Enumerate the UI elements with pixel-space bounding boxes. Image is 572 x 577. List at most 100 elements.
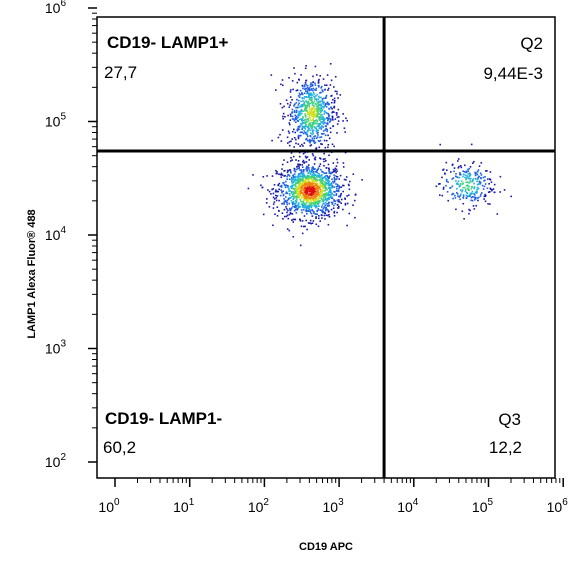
scatter-point	[298, 202, 300, 204]
scatter-point	[301, 164, 303, 166]
scatter-point	[317, 176, 319, 178]
scatter-point	[287, 142, 289, 144]
scatter-point	[307, 167, 309, 170]
scatter-point	[336, 158, 338, 161]
scatter-point	[315, 108, 318, 110]
scatter-point	[324, 176, 326, 178]
scatter-point	[309, 141, 311, 144]
scatter-point	[294, 196, 296, 198]
scatter-point	[336, 178, 338, 180]
scatter-point	[310, 114, 313, 116]
scatter-point	[291, 180, 293, 183]
scatter-point	[332, 207, 335, 209]
scatter-point	[291, 207, 293, 209]
scatter-point	[332, 181, 335, 184]
scatter-point	[312, 184, 314, 186]
scatter-point	[318, 78, 320, 81]
scatter-point	[334, 191, 336, 193]
scatter-point	[294, 175, 297, 178]
scatter-point	[322, 171, 324, 173]
scatter-point	[292, 194, 295, 197]
scatter-point	[347, 194, 350, 196]
scatter-point	[300, 203, 303, 206]
scatter-point	[309, 222, 311, 224]
scatter-point	[296, 181, 299, 183]
scatter-point	[292, 191, 294, 193]
quadrant-top-right-name: Q2	[520, 34, 543, 53]
scatter-point	[325, 206, 327, 209]
scatter-point	[309, 173, 312, 175]
scatter-point	[290, 160, 292, 162]
scatter-point	[309, 123, 312, 125]
scatter-point	[294, 218, 297, 221]
scatter-point	[317, 200, 320, 202]
scatter-point	[441, 194, 444, 197]
scatter-point	[461, 210, 464, 213]
scatter-point	[467, 173, 469, 175]
scatter-point	[273, 201, 276, 203]
scatter-point	[303, 170, 305, 172]
scatter-point	[320, 108, 323, 110]
scatter-point	[306, 205, 309, 208]
scatter-point	[489, 191, 491, 193]
scatter-point	[286, 136, 289, 139]
scatter-point	[471, 185, 473, 188]
scatter-point	[301, 186, 304, 188]
scatter-point	[297, 106, 299, 109]
scatter-point	[283, 175, 285, 177]
scatter-point	[308, 195, 310, 197]
scatter-point	[319, 112, 322, 114]
scatter-point	[310, 82, 312, 84]
scatter-point	[344, 131, 346, 133]
scatter-point	[304, 203, 307, 205]
scatter-point	[336, 211, 338, 214]
scatter-point	[307, 210, 310, 212]
scatter-point	[321, 206, 323, 208]
scatter-point	[309, 122, 311, 124]
scatter-point	[313, 210, 315, 213]
scatter-point	[303, 169, 305, 171]
scatter-point	[462, 202, 465, 205]
scatter-point	[338, 201, 341, 203]
scatter-point	[298, 128, 301, 131]
scatter-point	[296, 208, 299, 210]
scatter-point	[322, 189, 325, 192]
scatter-point	[288, 202, 291, 205]
scatter-point	[299, 218, 301, 221]
scatter-point	[316, 188, 318, 191]
scatter-point	[335, 165, 338, 167]
scatter-point	[314, 114, 316, 116]
scatter-point	[319, 118, 322, 120]
scatter-point	[314, 89, 316, 91]
scatter-point	[305, 206, 308, 209]
scatter-point	[316, 136, 319, 138]
scatter-point	[308, 98, 311, 100]
scatter-point	[292, 218, 295, 221]
scatter-point	[327, 180, 329, 182]
scatter-point	[328, 189, 331, 192]
scatter-point	[314, 109, 317, 111]
scatter-point	[296, 81, 299, 84]
scatter-point	[333, 86, 335, 88]
scatter-point	[340, 186, 342, 188]
scatter-point	[325, 167, 328, 169]
scatter-point	[342, 190, 344, 193]
scatter-point	[286, 175, 288, 178]
scatter-point	[298, 179, 300, 182]
quadrant-bottom-right-value: 12,2	[489, 438, 522, 457]
scatter-point	[299, 175, 302, 177]
scatter-point	[294, 171, 297, 173]
scatter-point	[317, 108, 319, 111]
scatter-point	[460, 166, 463, 169]
scatter-point	[304, 85, 306, 88]
scatter-point	[309, 219, 312, 222]
scatter-point	[458, 196, 460, 198]
scatter-point	[292, 178, 294, 180]
scatter-point	[309, 184, 312, 186]
scatter-point	[312, 182, 315, 184]
scatter-point	[310, 88, 313, 90]
scatter-point	[281, 202, 283, 205]
quadrant-bottom-right-name: Q3	[498, 410, 521, 429]
scatter-point	[321, 194, 324, 196]
scatter-point	[332, 171, 335, 173]
